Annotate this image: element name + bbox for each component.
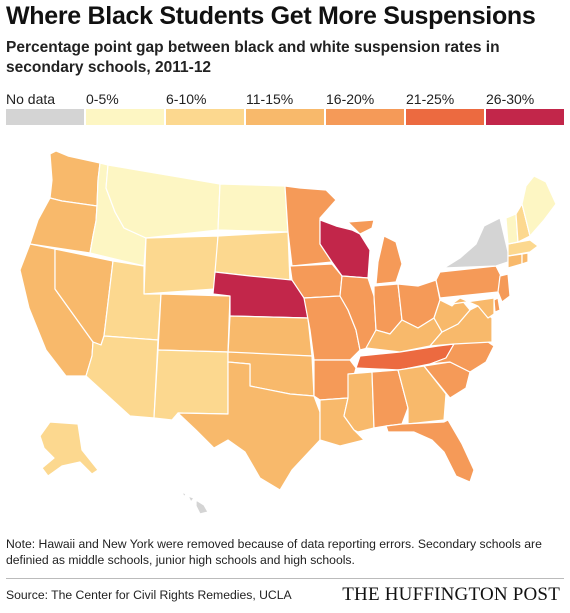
legend-label: 21-25% (406, 91, 455, 107)
legend-item-no-data: No data (6, 90, 84, 125)
state-NY (443, 217, 509, 269)
legend-swatch (6, 109, 84, 125)
state-MA (507, 239, 539, 257)
state-IL (339, 275, 377, 351)
state-AZ (85, 335, 159, 419)
legend-item-6-10: 6-10% (166, 90, 244, 125)
state-FL (385, 419, 475, 483)
state-NC (429, 337, 495, 373)
legend-label: 16-20% (326, 91, 375, 107)
state-WY (143, 235, 219, 295)
state-WA (49, 150, 101, 207)
legend-item-21-25: 21-25% (406, 90, 484, 125)
source-credit: Source: The Center for Civil Rights Reme… (6, 588, 292, 602)
legend-swatch (486, 109, 564, 125)
legend-swatch (246, 109, 324, 125)
state-MT (105, 164, 221, 239)
legend-swatch (326, 109, 404, 125)
chart-title: Where Black Students Get More Suspension… (6, 2, 536, 30)
state-ND (217, 183, 289, 233)
footnote: Note: Hawaii and New York were removed b… (6, 537, 542, 567)
legend-item-16-20: 16-20% (326, 90, 404, 125)
state-MS (343, 371, 375, 433)
legend-item-0-5: 0-5% (86, 90, 164, 125)
legend-swatch (406, 109, 484, 125)
state-KY (365, 317, 443, 353)
state-NJ (497, 273, 511, 303)
legend-label: 11-15% (246, 91, 294, 107)
state-TX (177, 361, 321, 491)
state-PA (435, 265, 503, 299)
legend-label: No data (6, 91, 56, 107)
legend-swatch (166, 109, 244, 125)
state-WV (433, 297, 471, 333)
state-ME (521, 175, 557, 237)
state-OR (29, 197, 98, 254)
divider (6, 578, 564, 579)
legend-label: 26-30% (486, 91, 535, 107)
state-MD (451, 297, 495, 319)
us-choropleth-map (19, 150, 557, 515)
state-KS (227, 315, 313, 357)
legend: No data 0-5% 6-10% 11-15% 16-20% 21-25% … (6, 90, 566, 126)
legend-label: 6-10% (166, 91, 207, 107)
state-WI (319, 219, 371, 279)
publisher-logo: THE HUFFINGTON POST (342, 584, 560, 605)
state-DE (493, 297, 501, 313)
legend-item-11-15: 11-15% (246, 90, 324, 125)
state-AK (39, 421, 99, 477)
legend-label: 0-5% (86, 91, 119, 107)
state-RI (521, 252, 529, 265)
chart-subtitle: Percentage point gap between black and w… (6, 39, 500, 76)
legend-swatch (86, 109, 164, 125)
state-NM (153, 349, 229, 421)
state-HI (181, 491, 209, 515)
legend-item-26-30: 26-30% (486, 90, 564, 125)
state-CO (157, 293, 231, 353)
state-MI (347, 219, 403, 285)
